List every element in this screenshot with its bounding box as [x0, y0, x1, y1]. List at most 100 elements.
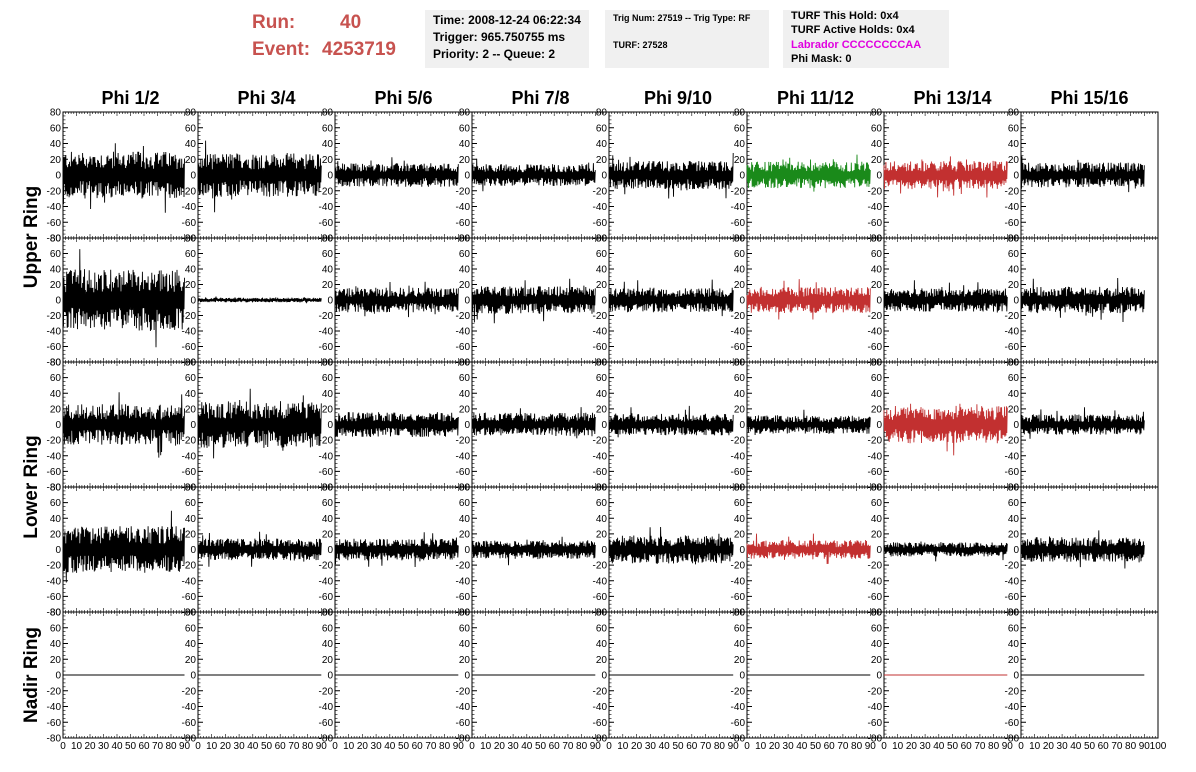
y-tick-label: -20: [319, 436, 334, 447]
y-tick-label: -80: [456, 608, 471, 619]
y-tick-label: 20: [1008, 529, 1020, 540]
turf-info-panel: TURF This Hold: 0x4 TURF Active Holds: 0…: [783, 10, 949, 68]
run-value: 40: [340, 12, 362, 33]
y-tick-label: -20: [731, 561, 746, 572]
y-tick-label: 80: [1008, 108, 1020, 119]
y-tick-label: -40: [456, 576, 471, 587]
y-tick-label: -60: [456, 342, 471, 353]
y-tick-label: 80: [596, 483, 608, 494]
y-tick-label: -60: [47, 467, 62, 478]
y-tick-label: -80: [731, 608, 746, 619]
waveform-r4-c2: [197, 531, 322, 567]
y-tick-label: 80: [50, 358, 62, 369]
y-tick-label: -80: [731, 483, 746, 494]
y-tick-label: 20: [322, 280, 334, 291]
y-tick-label: -40: [47, 451, 62, 462]
row-label-3: Nadir Ring: [21, 627, 42, 723]
y-tick-label: -20: [868, 186, 883, 197]
y-tick-label: -20: [593, 436, 608, 447]
y-tick-label: -40: [593, 451, 608, 462]
y-tick-label: 80: [185, 483, 197, 494]
y-tick-label: 20: [596, 404, 608, 415]
y-tick-label: 60: [459, 373, 471, 384]
y-tick-label: -20: [1005, 186, 1020, 197]
y-tick-label: 0: [327, 420, 333, 431]
column-label-4: Phi 7/8: [511, 88, 569, 108]
y-tick-label: 20: [185, 155, 197, 166]
y-tick-label: -40: [319, 451, 334, 462]
y-tick-label: -80: [1005, 483, 1020, 494]
y-tick-label: 40: [50, 139, 62, 150]
y-tick-label: -80: [868, 234, 883, 245]
waveform-r4-c3: [334, 532, 459, 568]
y-tick-label: -80: [1005, 608, 1020, 619]
column-label-1: Phi 1/2: [101, 88, 159, 108]
y-tick-label: 40: [185, 265, 197, 276]
y-tick-label: -20: [319, 561, 334, 572]
y-tick-label: 60: [322, 373, 334, 384]
y-tick-label: 80: [50, 234, 62, 245]
y-tick-label: 60: [734, 249, 746, 260]
y-tick-label: 80: [50, 483, 62, 494]
turf-text: TURF: 27528: [613, 40, 668, 50]
y-tick-label: -40: [47, 327, 62, 338]
y-tick-label: -40: [1005, 451, 1020, 462]
y-tick-label: 60: [50, 373, 62, 384]
y-tick-label: 20: [1008, 404, 1020, 415]
y-tick-label: 60: [50, 249, 62, 260]
y-tick-label: -80: [47, 608, 62, 619]
y-tick-label: -60: [319, 218, 334, 229]
y-tick-label: 20: [185, 529, 197, 540]
y-tick-label: 0: [327, 171, 333, 182]
waveform-r1-c4: [471, 158, 596, 192]
y-tick-label: -60: [868, 342, 883, 353]
y-tick-label: 60: [1008, 498, 1020, 509]
y-tick-label: -20: [731, 436, 746, 447]
y-tick-label: 40: [596, 389, 608, 400]
y-tick-label: 60: [734, 498, 746, 509]
y-tick-label: 60: [734, 123, 746, 134]
y-tick-label: 80: [596, 234, 608, 245]
y-tick-label: -80: [456, 234, 471, 245]
y-tick-label: 40: [459, 265, 471, 276]
y-tick-label: 80: [734, 108, 746, 119]
y-tick-label: -20: [182, 436, 197, 447]
y-tick-label: -40: [456, 451, 471, 462]
y-tick-label: 0: [876, 545, 882, 556]
y-tick-label: 40: [1008, 265, 1020, 276]
y-tick-label: -60: [868, 592, 883, 603]
y-tick-label: -20: [731, 186, 746, 197]
labrador-text: Labrador CCCCCCCCAA: [791, 39, 922, 51]
y-tick-label: 20: [1008, 155, 1020, 166]
y-tick-label: -40: [593, 576, 608, 587]
y-tick-label: -60: [182, 342, 197, 353]
y-tick-label: -60: [868, 467, 883, 478]
y-tick-label: -20: [593, 311, 608, 322]
y-tick-label: -60: [731, 592, 746, 603]
waveform-r4-c7: [883, 541, 1008, 562]
y-tick-label: 20: [322, 529, 334, 540]
y-tick-label: -40: [731, 202, 746, 213]
y-tick-label: -20: [731, 311, 746, 322]
y-tick-label: 80: [459, 234, 471, 245]
y-tick-label: -80: [182, 358, 197, 369]
y-tick-label: 80: [871, 483, 883, 494]
y-tick-label: -80: [868, 358, 883, 369]
y-tick-label: 60: [50, 123, 62, 134]
y-tick-label: -20: [47, 186, 62, 197]
y-tick-label: 0: [1013, 296, 1019, 307]
y-tick-label: -40: [182, 451, 197, 462]
y-tick-label: 60: [459, 249, 471, 260]
y-tick-label: 0: [1013, 420, 1019, 431]
trigger-text: Trigger: 965.750755 ms: [433, 30, 566, 44]
y-tick-label: 0: [190, 545, 196, 556]
waveform-r3-c7: [883, 403, 1008, 456]
y-tick-label: -60: [47, 218, 62, 229]
y-tick-label: 80: [50, 608, 62, 619]
y-tick-label: 80: [596, 108, 608, 119]
waveform-r4-c5: [608, 526, 734, 565]
y-tick-label: -60: [456, 592, 471, 603]
trigger-info-panel: Trig Num: 27519 -- Trig Type: RF TURF: 2…: [605, 10, 769, 68]
y-tick-label: 20: [596, 280, 608, 291]
y-tick-label: 40: [871, 139, 883, 150]
